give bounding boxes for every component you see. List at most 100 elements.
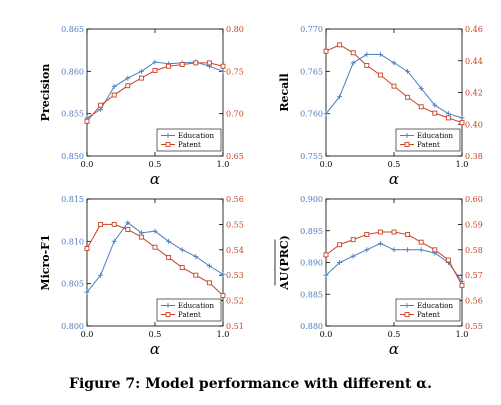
y-right-tick-label: 0.60 [465,195,483,204]
data-point-patent [166,63,172,69]
x-axis-label: α [150,170,160,188]
data-point-education [377,51,383,57]
legend-marker-education [165,133,171,138]
x-tick-label: 1.0 [217,160,230,169]
data-point-education [364,51,370,57]
data-point-patent [418,239,424,245]
y-axis-label: Precision [39,64,52,122]
data-point-education [193,254,199,260]
data-point-patent [206,280,212,286]
y-left-tick-label: 0.850 [61,152,84,161]
data-point-education [84,289,90,295]
legend-marker-education [165,303,171,308]
data-point-patent [179,62,185,68]
y-right-tick-label: 0.52 [226,297,244,306]
data-point-patent [364,63,370,68]
data-point-education [391,247,397,253]
y-right-tick-label: 0.38 [465,152,483,161]
y-right-tick-label: 0.54 [226,246,244,255]
data-point-patent [323,48,329,54]
y-left-tick-label: 0.810 [61,237,84,246]
data-point-patent [445,115,451,121]
data-point-patent [220,293,226,298]
y-right-tick-label: 0.75 [226,67,244,76]
y-left-tick-label: 0.880 [300,322,323,331]
data-point-patent [152,68,158,73]
y-right-tick-label: 0.58 [465,246,483,255]
data-point-education [323,272,329,278]
data-point-education [152,59,158,65]
figure-canvas: 0.0 0.5 1.0 0.850 0.855 0.860 0.865 0.65 0.70 0.7… [39,25,483,358]
y-right-tick-label: 0.57 [465,271,483,280]
data-point-patent [193,272,199,278]
y-axis-label: AU(PRC) [278,235,291,291]
x-axis-label: α [389,170,399,188]
legend-label-education: Education [178,132,214,140]
data-point-education [405,247,411,253]
data-point-patent [377,229,383,235]
data-point-patent [179,265,185,271]
data-point-patent [459,282,465,288]
series-line-patent [325,231,463,286]
legend-box [395,128,461,152]
data-point-education [418,85,424,91]
legend-marker-education [404,133,410,138]
y-left-tick-label: 0.895 [300,227,323,236]
x-tick-label: 0.5 [388,330,401,339]
data-point-education [98,272,104,278]
legend-label-patent: Patent [417,311,440,319]
data-point-patent [405,232,411,238]
data-point-patent [84,118,90,124]
data-point-patent [152,244,158,250]
data-point-patent [337,242,343,248]
data-point-patent [432,110,438,116]
data-point-education [220,68,226,74]
y-left-tick-label: 0.885 [300,290,323,299]
data-point-patent [84,246,90,251]
y-right-tick-label: 0.70 [226,110,244,119]
data-point-education [350,60,356,66]
data-point-patent [391,83,397,89]
data-point-patent [220,63,226,69]
x-tick-label: 1.0 [456,330,469,339]
legend-box [156,298,222,322]
data-point-education [220,271,226,277]
y-right-tick-label: 0.46 [465,25,483,34]
y-left-tick-label: 0.755 [300,152,323,161]
legend-marker-patent [404,142,410,147]
x-axis-label: α [150,340,160,358]
data-point-patent [111,92,117,98]
legend-label-education: Education [417,132,453,140]
data-point-education [364,247,370,253]
data-point-patent [350,50,356,56]
y-right-tick-label: 0.44 [465,57,483,66]
data-point-patent [166,254,172,260]
y-left-tick-label: 0.770 [300,25,323,34]
data-point-education [445,111,451,117]
data-point-patent [418,104,424,110]
data-point-patent [323,252,329,258]
data-point-education [98,106,104,112]
y-right-tick-label: 0.55 [226,220,244,229]
y-right-tick-label: 0.51 [226,322,244,331]
data-point-patent [445,257,451,263]
data-point-education [125,220,131,226]
y-left-tick-label: 0.890 [300,259,323,268]
y-axis-label: Recall [278,73,291,111]
data-point-education [138,68,144,74]
data-point-education [405,68,411,74]
x-tick-label: 0.0 [320,160,333,169]
y-right-tick-label: 0.56 [465,297,483,306]
chart-panel-1: 0.0 0.5 1.0 0.850 0.855 0.860 0.865 0.65 0.70 0.7… [39,25,244,188]
y-right-tick-label: 0.40 [465,120,483,129]
legend-label-patent: Patent [178,141,201,149]
data-point-education [391,60,397,66]
data-point-education [323,111,329,117]
legend-label-education: Education [178,302,214,310]
x-axis-label: α [389,340,399,358]
data-point-patent [405,94,411,100]
figure-caption: Figure 7: Model performance with differe… [69,376,432,392]
y-left-tick-label: 0.855 [61,110,84,119]
legend-marker-education [404,303,410,308]
x-tick-label: 0.0 [81,330,94,339]
